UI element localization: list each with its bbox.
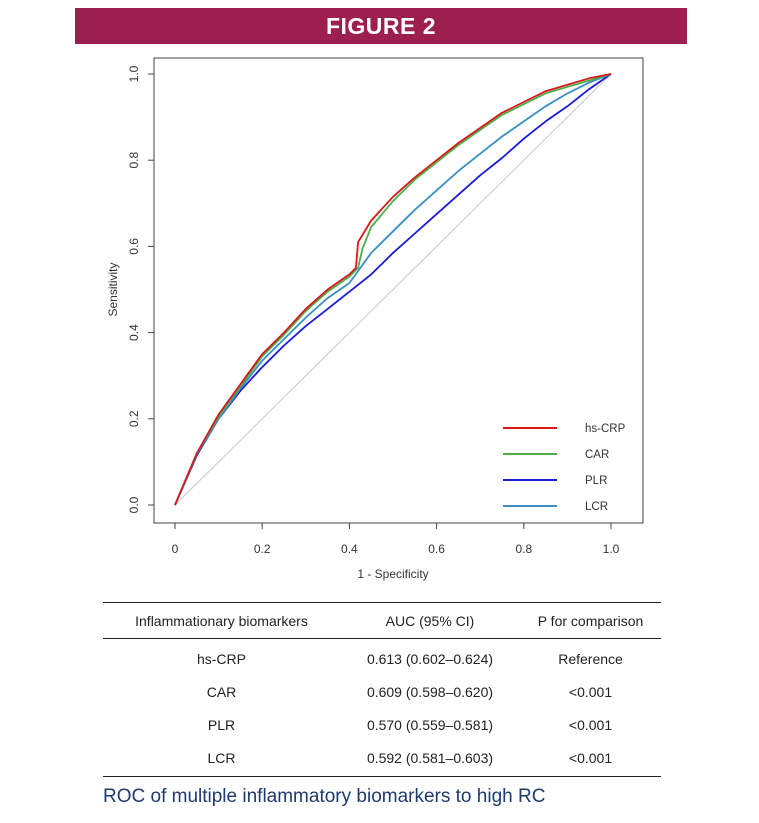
y-tick-label: 0.8: [127, 152, 141, 169]
row-p-value: <0.001: [568, 716, 613, 733]
row-auc: 0.570 (0.559–0.581): [366, 716, 494, 733]
legend-label: LCR: [585, 501, 608, 513]
figure-title-banner: FIGURE 2: [75, 8, 687, 44]
auc-table: Inflammationary biomarkers AUC (95% CI) …: [103, 602, 661, 777]
reference-diagonal: [174, 73, 612, 506]
legend-label: hs-CRP: [585, 423, 626, 435]
x-tick-label: 0: [172, 542, 179, 556]
legend-label: CAR: [585, 449, 609, 461]
roc-curve-lcr: [174, 73, 612, 506]
x-tick-label: 1.0: [603, 542, 620, 556]
row-biomarker: LCR: [207, 749, 236, 766]
y-tick-label: 0.4: [127, 324, 141, 341]
figure-title: FIGURE 2: [325, 12, 437, 39]
header-biomarkers: Inflammationary biomarkers: [135, 612, 308, 629]
row-p-value: <0.001: [568, 749, 613, 766]
row-auc: 0.613 (0.602–0.624): [366, 650, 494, 667]
y-tick-label: 0.6: [127, 238, 141, 255]
table-row: LCR 0.592 (0.581–0.603) <0.001: [103, 741, 661, 774]
table-row: CAR 0.609 (0.598–0.620) <0.001: [103, 675, 661, 708]
y-tick-label: 1.0: [127, 65, 141, 82]
plot-frame: [153, 57, 644, 524]
x-tick-label: 0.8: [515, 542, 532, 556]
row-biomarker: PLR: [207, 716, 236, 733]
x-tick-label: 0.4: [341, 542, 358, 556]
roc-chart: 0 0.2 0.4 0.6 0.8 1.0 0.0 0.2 0.4 0.6 0.8 1.0 1 - Sp…: [106, 57, 644, 581]
row-p-value: Reference: [558, 650, 623, 667]
row-auc: 0.609 (0.598–0.620): [366, 683, 494, 700]
table-bottom-rule: [103, 776, 661, 777]
row-biomarker: hs-CRP: [196, 650, 246, 667]
table-header-row: Inflammationary biomarkers AUC (95% CI) …: [103, 603, 661, 638]
row-biomarker: CAR: [206, 683, 237, 700]
legend-label: PLR: [585, 475, 607, 487]
x-axis-label: 1 - Specificity: [357, 567, 428, 581]
table-row: PLR 0.570 (0.559–0.581) <0.001: [103, 708, 661, 741]
y-tick-label: 0.0: [127, 496, 141, 513]
x-tick-label: 0.6: [428, 542, 445, 556]
roc-curve-car: [174, 73, 612, 506]
table-top-rule: [103, 602, 661, 603]
row-auc: 0.592 (0.581–0.603): [366, 749, 494, 766]
table-header-rule: [103, 638, 661, 639]
table-body: hs-CRP 0.613 (0.602–0.624) Reference CAR…: [103, 639, 661, 776]
x-tick-label: 0.2: [254, 542, 271, 556]
header-p-comparison: P for comparison: [537, 612, 644, 629]
header-auc: AUC (95% CI): [385, 612, 475, 629]
table-row: hs-CRP 0.613 (0.602–0.624) Reference: [103, 642, 661, 675]
roc-curve-hs-crp: [174, 73, 612, 506]
roc-curve-plr: [174, 73, 612, 506]
y-tick-label: 0.2: [127, 410, 141, 427]
row-p-value: <0.001: [568, 683, 613, 700]
y-axis-label: Sensitivity: [106, 262, 120, 316]
figure-caption: ROC of multiple inflammatory biomarkers …: [103, 786, 546, 807]
